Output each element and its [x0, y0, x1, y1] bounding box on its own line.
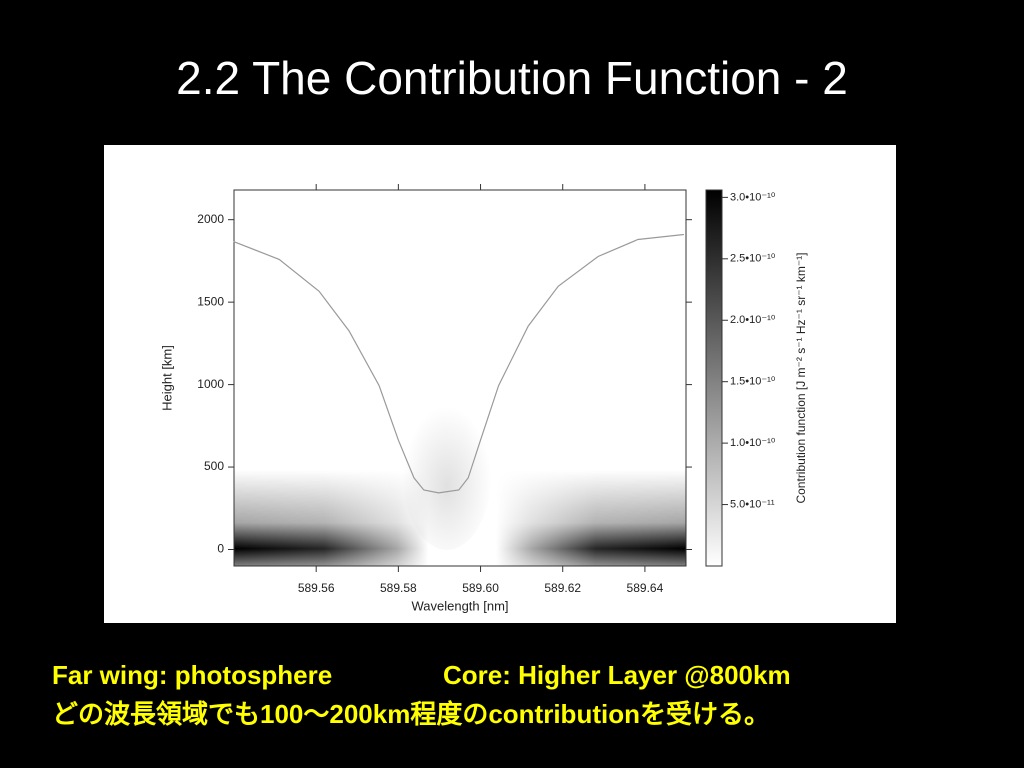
slide-title: 2.2 The Contribution Function - 2: [176, 52, 848, 104]
x-axis-label: Wavelength [nm]: [411, 598, 508, 613]
x-tick-label: 589.62: [544, 581, 581, 595]
caption: Core: Higher Layer @800km: [443, 660, 791, 690]
x-tick-label: 589.60: [462, 581, 499, 595]
x-tick-label: 589.56: [298, 581, 335, 595]
colorbar: [705, 189, 723, 567]
colorbar-tick-label: 1.5•10⁻¹⁰: [730, 376, 776, 388]
y-tick-label: 1500: [197, 294, 224, 308]
shading: [402, 390, 492, 550]
colorbar-tick-label: 3.0•10⁻¹⁰: [730, 191, 776, 203]
y-tick-label: 2000: [197, 212, 224, 226]
caption: どの波長領域でも100～200km程度のcontributionを受ける。: [52, 699, 770, 729]
colorbar-tick-label: 2.0•10⁻¹⁰: [730, 314, 776, 326]
colorbar-label: Contribution function [J m⁻² s⁻¹ Hz⁻¹ sr…: [794, 252, 808, 503]
colorbar-tick-label: 2.5•10⁻¹⁰: [730, 253, 776, 265]
caption: Far wing: photosphere: [52, 660, 332, 690]
colorbar-tick-label: 5.0•10⁻¹¹: [730, 498, 775, 510]
y-axis-label: Height [km]: [159, 345, 174, 411]
colorbar-tick-label: 1.0•10⁻¹⁰: [730, 437, 776, 449]
x-tick-label: 589.64: [627, 581, 664, 595]
y-tick-label: 500: [204, 459, 224, 473]
y-tick-label: 1000: [197, 377, 224, 391]
y-tick-label: 0: [217, 542, 224, 556]
x-tick-label: 589.58: [380, 581, 417, 595]
plot-frame: [233, 189, 687, 567]
line: [233, 233, 684, 494]
